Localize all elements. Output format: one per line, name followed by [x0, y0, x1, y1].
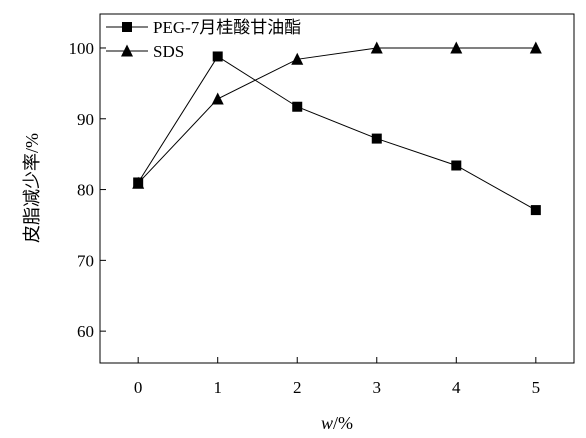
- x-axis-title-unit: /%: [333, 413, 353, 433]
- x-tick-label: 1: [213, 378, 222, 397]
- legend-marker: [121, 44, 133, 57]
- data-point: [371, 133, 382, 144]
- x-tick-label: 0: [134, 378, 143, 397]
- y-tick-label: 70: [77, 251, 94, 270]
- x-tick-label: 4: [452, 378, 461, 397]
- y-tick-label: 100: [69, 39, 95, 58]
- data-point: [291, 52, 304, 65]
- x-axis-title: w/%: [321, 413, 353, 433]
- legend-marker: [122, 22, 132, 32]
- axes-layer: 60 70 80 90 100 0 1 2 3 4 5: [69, 39, 541, 397]
- data-point: [451, 160, 462, 171]
- data-point: [212, 51, 223, 62]
- x-tick-label: 2: [293, 378, 302, 397]
- series-sds: [132, 41, 542, 189]
- y-tick-label: 60: [77, 322, 94, 341]
- data-point: [211, 92, 224, 105]
- series-line: [137, 55, 537, 211]
- series-peg-7: [133, 51, 541, 216]
- data-point: [132, 176, 145, 189]
- y-axis-title: 皮脂减少率/%: [22, 133, 42, 243]
- data-point: [529, 41, 542, 54]
- x-tick-label: 3: [373, 378, 382, 397]
- x-axis-title-var: w: [321, 413, 333, 433]
- y-tick-label: 90: [77, 110, 94, 129]
- plot-frame: [99, 13, 575, 364]
- data-point: [370, 41, 383, 54]
- data-point: [530, 205, 541, 216]
- legend-label: SDS: [153, 42, 184, 61]
- x-tick-label: 5: [532, 378, 541, 397]
- data-point: [450, 41, 463, 54]
- series-layer: [132, 41, 542, 216]
- data-point: [292, 101, 303, 112]
- y-tick-label: 80: [77, 181, 94, 200]
- series-line: [137, 47, 536, 184]
- legend: PEG-7月桂酸甘油酯 SDS: [106, 18, 301, 61]
- legend-label: PEG-7月桂酸甘油酯: [153, 18, 301, 37]
